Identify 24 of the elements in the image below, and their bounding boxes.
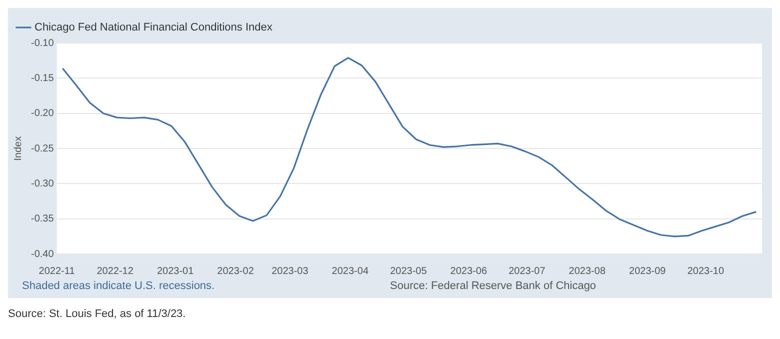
x-tick-label: 2023-02 bbox=[217, 266, 254, 277]
legend-label: Chicago Fed National Financial Conditions Index bbox=[34, 22, 273, 34]
y-tick-label: -0.30 bbox=[30, 178, 54, 190]
y-tick-label: -0.20 bbox=[30, 108, 54, 120]
y-tick-label: -0.40 bbox=[30, 248, 54, 260]
y-tick-label: -0.25 bbox=[30, 143, 54, 154]
y-tick-label: -0.35 bbox=[30, 214, 54, 225]
x-tick-label: 2022-11 bbox=[38, 266, 76, 277]
x-tick-label: 2023-07 bbox=[508, 266, 546, 277]
x-tick-label: 2023-10 bbox=[687, 266, 724, 277]
text: Shaded areas indicate U.S. recessions. bbox=[22, 280, 216, 292]
x-tick-label: 2023-06 bbox=[450, 266, 488, 277]
y-tick-label: -0.10 bbox=[30, 38, 54, 49]
x-tick-label: 2023-04 bbox=[332, 266, 369, 277]
x-tick-label: 2023-09 bbox=[629, 266, 666, 277]
source-note: Source: Federal Reserve Bank of Chicago bbox=[390, 280, 598, 292]
y-tick-label: -0.15 bbox=[30, 72, 54, 84]
x-tick-label: 2022-12 bbox=[96, 266, 134, 277]
x-tick-label: 2023-05 bbox=[390, 266, 428, 277]
x-tick-label: 2023-01 bbox=[156, 266, 194, 277]
source-note: Source: St. Louis Fed, as of 11/3/23. bbox=[8, 308, 187, 320]
x-tick-label: 2023-08 bbox=[568, 266, 606, 277]
y-axis-title: Index bbox=[12, 136, 24, 161]
x-tick-label: 2023-03 bbox=[272, 266, 309, 277]
